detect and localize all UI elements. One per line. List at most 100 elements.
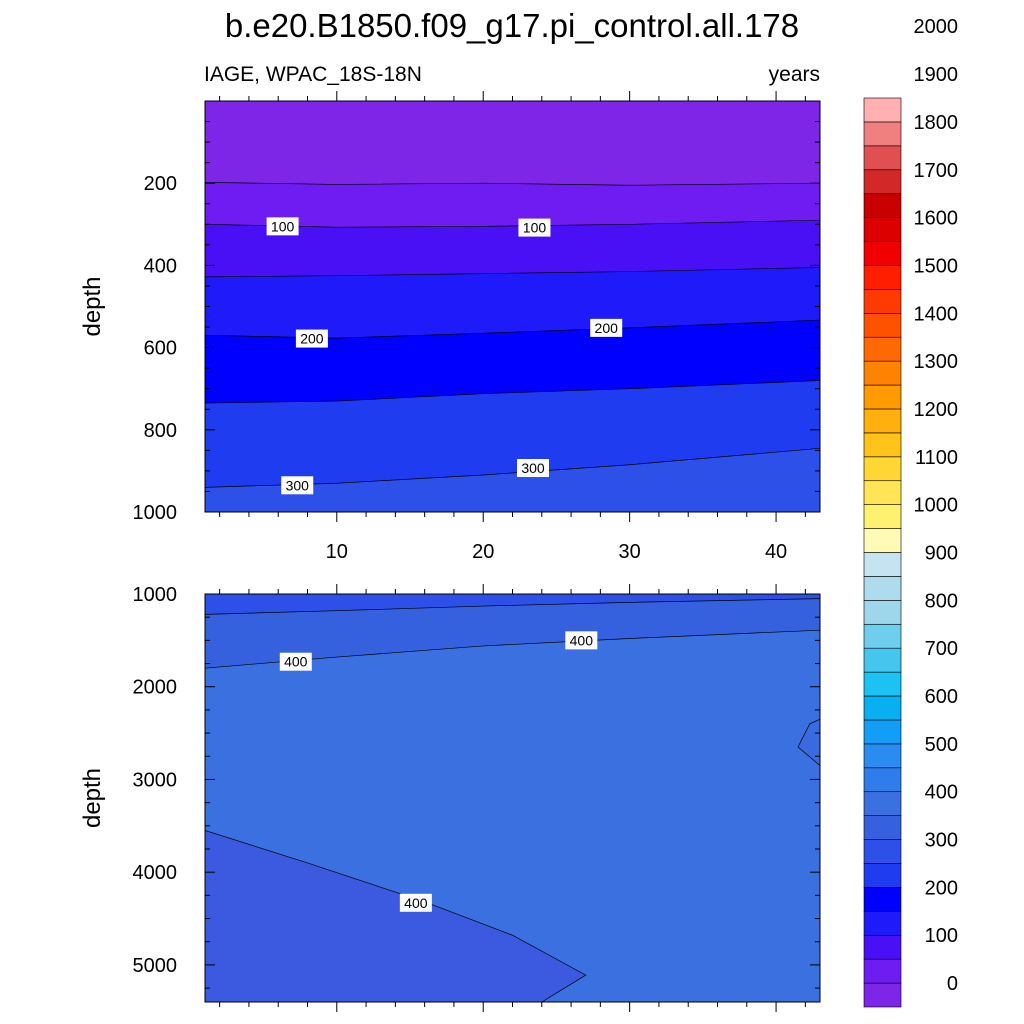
colorbar-box [863, 217, 902, 242]
colorbar-label: 1700 [914, 160, 959, 182]
colorbar-label: 1500 [914, 255, 959, 277]
y-axis-label: depth [79, 276, 106, 336]
colorbar-box [863, 265, 902, 290]
y-tick-label: 600 [144, 338, 177, 360]
colorbar-box [863, 767, 902, 793]
colorbar-box [863, 671, 902, 697]
upper-band-300 [205, 448, 820, 512]
contour-label: 100 [271, 218, 295, 234]
colorbar: 0 100 200 300 400 500 600 700 800 900 1000 1100 1200… [863, 16, 959, 1008]
contour-label: 200 [595, 320, 619, 336]
contour-label: 300 [521, 460, 545, 476]
upper-panel: 100 100 200 200 300 300 200 400 600 800 1000 depth 1… [79, 91, 821, 563]
lower-contour-line [205, 830, 587, 1002]
y-tick-label: 3000 [133, 769, 178, 791]
x-tick-label: 20 [472, 541, 494, 563]
colorbar-box [863, 408, 902, 434]
colorbar-label: 900 [925, 543, 958, 565]
contour-label: 300 [286, 477, 310, 493]
colorbar-box [863, 360, 902, 386]
lower-band-extra-1 [798, 719, 820, 766]
colorbar-box [863, 145, 902, 171]
contour-label: 400 [404, 895, 428, 911]
colorbar-box [863, 934, 902, 960]
colorbar-label: 0 [947, 973, 958, 995]
colorbar-box [863, 815, 902, 840]
y-tick-label: 4000 [133, 862, 178, 884]
contour-label: 400 [284, 654, 308, 670]
colorbar-box [863, 743, 902, 769]
colorbar-label: 1000 [914, 495, 959, 517]
upper-contour-line [205, 380, 820, 404]
y-tick-label: 800 [144, 420, 177, 442]
lower-band-extra-0 [205, 830, 586, 1002]
colorbar-box [863, 241, 902, 266]
contour-label: 400 [570, 632, 594, 648]
colorbar-box [863, 528, 902, 553]
colorbar-label: 1200 [914, 399, 959, 421]
colorbar-label: 1100 [915, 447, 958, 469]
chart-subtitle-right: years [769, 63, 820, 86]
colorbar-box [863, 576, 902, 601]
y-tick-label: 5000 [133, 955, 178, 977]
colorbar-box [863, 97, 902, 123]
colorbar-label: 500 [925, 734, 958, 756]
colorbar-label: 100 [925, 925, 958, 947]
contour-label-bg [295, 329, 328, 348]
colorbar-box [863, 695, 902, 721]
contour-label-bg [518, 218, 551, 237]
lower-contour-line [797, 718, 820, 766]
y-tick-label: 2000 [133, 677, 178, 699]
colorbar-label: 300 [925, 830, 958, 852]
x-tick-label: 30 [619, 541, 641, 563]
colorbar-box [863, 193, 902, 218]
colorbar-box [863, 384, 902, 410]
colorbar-box [863, 336, 902, 362]
colorbar-label: 600 [925, 686, 958, 708]
colorbar-label: 1400 [914, 303, 959, 325]
colorbar-box [863, 623, 902, 649]
colorbar-box [863, 289, 902, 314]
x-tick-label: 10 [326, 541, 348, 563]
colorbar-box [863, 958, 902, 984]
colorbar-box [863, 456, 902, 482]
colorbar-label: 1800 [914, 112, 959, 134]
colorbar-box [863, 839, 902, 864]
y-axis-label: depth [79, 768, 106, 828]
y-tick-label: 1000 [133, 584, 178, 606]
upper-fill-layer [205, 101, 820, 512]
y-tick-label: 200 [144, 173, 177, 195]
colorbar-box [863, 791, 902, 816]
contour-label-bg [590, 318, 623, 337]
colorbar-label: 700 [925, 638, 958, 660]
contour-label: 100 [523, 220, 547, 236]
colorbar-box [863, 719, 902, 745]
contour-label-bg [281, 476, 314, 495]
contour-label-bg [517, 459, 549, 478]
colorbar-box [863, 647, 902, 673]
colorbar-box [863, 982, 902, 1008]
contour-label: 200 [300, 331, 324, 347]
upper-contour-line [205, 267, 820, 278]
contour-label-bg [266, 217, 299, 236]
colorbar-box [863, 169, 902, 194]
colorbar-label: 1900 [914, 64, 959, 86]
colorbar-label: 2000 [914, 16, 959, 38]
lower-contour-line [205, 598, 820, 615]
x-tick-label: 40 [765, 541, 787, 563]
contour-label-bg [399, 893, 432, 912]
colorbar-box [863, 121, 902, 147]
colorbar-label: 800 [925, 590, 958, 612]
colorbar-box [863, 312, 902, 338]
y-tick-label: 400 [144, 255, 177, 277]
colorbar-label: 400 [925, 782, 958, 804]
chart-title: b.e20.B1850.f09_g17.pi_control.all.178 [225, 7, 799, 44]
chart-subtitle-left: IAGE, WPAC_18S-18N [204, 63, 422, 86]
contour-label-bg [279, 652, 312, 671]
lower-panel: 400 400 400 1000 2000 3000 4000 5000 depth [79, 584, 821, 1012]
upper-contour-line [205, 319, 820, 339]
lower-fill-layer [205, 594, 820, 1002]
colorbar-label: 200 [925, 877, 958, 899]
